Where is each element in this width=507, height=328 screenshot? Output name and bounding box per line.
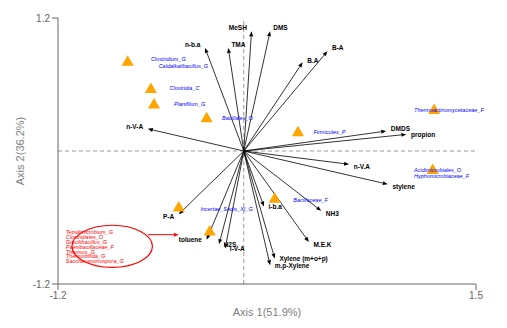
svg-text:Gracilibacillus_G: Gracilibacillus_G: [65, 238, 107, 245]
svg-text:-1.2: -1.2: [49, 290, 67, 301]
svg-text:Thermus_G: Thermus_G: [65, 248, 95, 255]
svg-text:Saccharomonospora_G: Saccharomonospora_G: [66, 258, 125, 264]
svg-text:n-b.a: n-b.a: [185, 41, 201, 48]
svg-text:Clostridium_G: Clostridium_G: [151, 56, 187, 62]
svg-text:1.2: 1.2: [36, 13, 50, 24]
svg-text:toluene: toluene: [179, 236, 202, 243]
svg-text:TMA: TMA: [231, 41, 245, 48]
svg-text:B.A: B.A: [307, 57, 319, 64]
svg-text:Xylene (m+o+p): Xylene (m+o+p): [279, 255, 328, 262]
svg-text:propion: propion: [411, 131, 435, 139]
svg-text:Clostridia_C: Clostridia_C: [169, 85, 199, 91]
svg-text:stylene: stylene: [392, 183, 415, 191]
svg-text:Acidimicrobiales_O: Acidimicrobiales_O: [413, 167, 462, 173]
svg-text:DMDS: DMDS: [391, 125, 411, 132]
svg-text:Caldalkalibacillus_G: Caldalkalibacillus_G: [159, 63, 209, 69]
svg-text:i-b.a: i-b.a: [269, 203, 283, 210]
svg-text:M.E.K: M.E.K: [313, 241, 331, 248]
svg-text:Paenibacillaceae_F: Paenibacillaceae_F: [65, 244, 114, 251]
svg-text:Clostridiales_O: Clostridiales_O: [65, 234, 103, 241]
svg-text:Hyphomicrobiaceae_F: Hyphomicrobiaceae_F: [414, 173, 470, 179]
svg-text:i-V-A: i-V-A: [230, 245, 245, 252]
svg-text:Thermoactinomycetaceae_F: Thermoactinomycetaceae_F: [414, 107, 484, 113]
svg-text:Planifilum_G: Planifilum_G: [174, 101, 206, 107]
svg-text:Tepidimicrobium_G: Tepidimicrobium_G: [65, 228, 113, 235]
svg-text:m.p-Xylene: m.p-Xylene: [275, 262, 310, 270]
svg-text:B-A: B-A: [332, 44, 344, 51]
svg-text:NH3: NH3: [326, 210, 339, 217]
svg-text:n-V.A: n-V.A: [354, 163, 371, 170]
svg-text:Bacillales_O: Bacillales_O: [222, 115, 253, 121]
svg-text:n-V-A: n-V-A: [126, 123, 143, 130]
svg-text:-1.2: -1.2: [33, 279, 51, 290]
svg-text:P-A: P-A: [163, 213, 175, 220]
svg-text:1.5: 1.5: [469, 290, 483, 301]
svg-text:Axis 2(36.2%): Axis 2(36.2%): [14, 117, 26, 185]
svg-text:MeSH: MeSH: [229, 24, 247, 31]
svg-text:Axis 1(51.9%): Axis 1(51.9%): [233, 306, 301, 318]
svg-text:DMS: DMS: [273, 24, 288, 31]
svg-text:Bacillaceae_F: Bacillaceae_F: [293, 197, 328, 203]
svg-text:Thermobifida_G: Thermobifida_G: [65, 253, 106, 260]
svg-text:Firmicutes_P: Firmicutes_P: [313, 129, 345, 135]
svg-text:Incertae_Sedis_XI_G: Incertae_Sedis_XI_G: [200, 206, 253, 212]
